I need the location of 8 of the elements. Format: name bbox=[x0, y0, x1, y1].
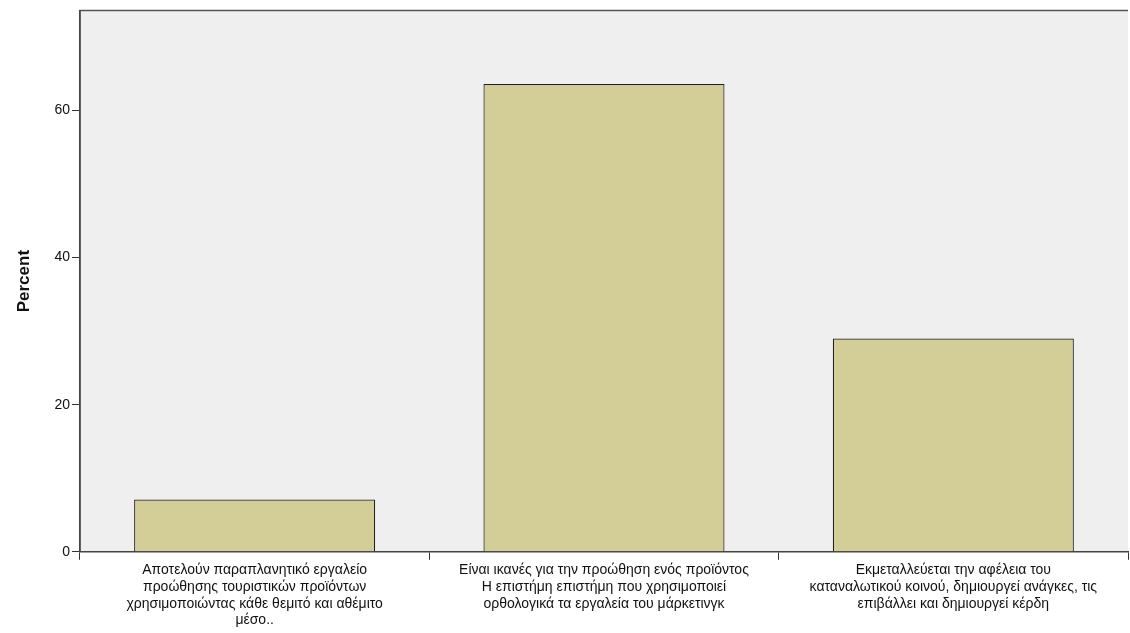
x-tick-label: Εκμεταλλεύεται την αφέλεια του καταναλωτικού κοινού, δημιουργεί ανάγκες, τις επιβάλλει και δημιουργεί κέρδη bbox=[809, 561, 1098, 611]
y-tick-label: 40 bbox=[54, 248, 71, 265]
y-tick-label: 60 bbox=[54, 101, 71, 118]
y-axis-title: Percent bbox=[13, 249, 33, 313]
y-tick-label: 20 bbox=[54, 395, 71, 412]
x-tick-label: Αποτελούν παραπλανητικό εργαλείο προώθησης τουριστικών προϊόντων χρησιμοποιώντας κάθε θεμιτό και αθέμιτο μέσο.. bbox=[126, 561, 384, 628]
x-tick-label: Είναι ικανές για την προώθηση ενός προϊόντος Η επιστήμη επιστήμη που χρησιμοποιεί ορθολογικά τα εργαλεία του μάρκετινγκ bbox=[459, 561, 750, 611]
y-tick-label: 0 bbox=[62, 542, 71, 559]
